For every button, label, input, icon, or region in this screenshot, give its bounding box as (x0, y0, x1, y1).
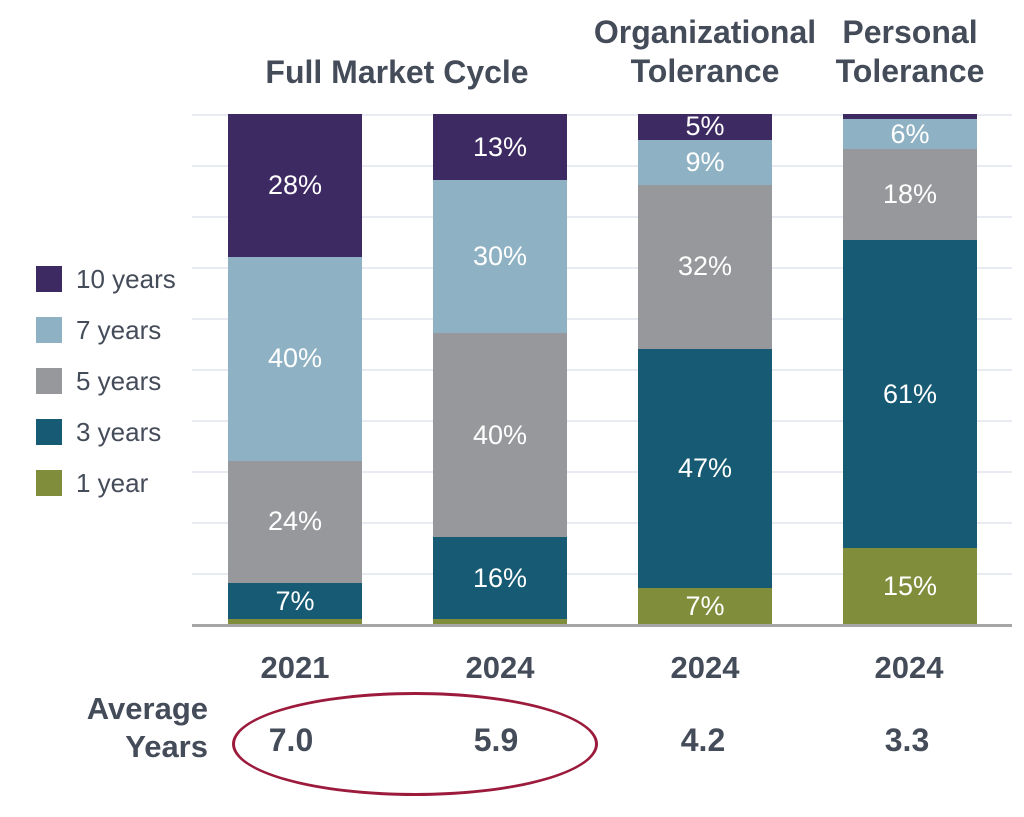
legend-item-10-years: 10 years (36, 263, 206, 294)
stacked-bar-2-2024: 13% 30% 40% 16% (433, 114, 567, 624)
x-axis-label-4: 2024 (874, 650, 944, 685)
legend-label: 7 years (76, 314, 162, 345)
segment-value-label: 28% (267, 169, 323, 200)
legend-label: 5 years (76, 365, 162, 396)
segment-10-years: 5% (638, 111, 772, 142)
legend-swatch-3-years (36, 419, 62, 445)
group-title-line2: Tolerance (630, 53, 780, 89)
plot-area: 28% 40% 24% 7% 13% 30% 40% 16% 5% 9% 32% 47% 7% 6% 18%… (192, 111, 1012, 627)
average-years-line1: Average (86, 691, 208, 726)
legend-item-5-years: 5 years (36, 365, 206, 396)
legend-swatch-10-years (36, 266, 62, 292)
group-title-line1: Organizational (593, 14, 817, 50)
legend: 10 years 7 years 5 years 3 years 1 year (36, 263, 206, 521)
segment-value-label: 7% (685, 590, 725, 621)
legend-item-1-year: 1 year (36, 467, 206, 498)
x-axis-label-2: 2024 (465, 650, 535, 685)
average-years-line2: Years (125, 729, 208, 764)
segment-value-label: 24% (267, 506, 323, 537)
segment-value-label: 9% (685, 146, 725, 177)
segment-value-label: 13% (472, 131, 528, 162)
segment-5-years: 24% (228, 460, 362, 584)
legend-label: 3 years (76, 416, 162, 447)
segment-value-label: 47% (677, 452, 733, 483)
segment-value-label: 16% (472, 562, 528, 593)
legend-swatch-1-year (36, 470, 62, 496)
legend-item-7-years: 7 years (36, 314, 206, 345)
segment-value-label: 5% (685, 111, 725, 142)
segment-1-year: 7% (638, 588, 772, 624)
segment-10-years: 13% (433, 114, 567, 181)
x-axis-label-1: 2021 (260, 650, 330, 685)
group-title-full-market-cycle: Full Market Cycle (192, 53, 602, 92)
segment-7-years: 30% (433, 180, 567, 334)
group-title-text: Full Market Cycle (265, 54, 529, 90)
segment-5-years: 18% (843, 149, 977, 241)
legend-label: 10 years (76, 263, 176, 294)
stacked-bar-3-2024: 5% 9% 32% 47% 7% (638, 111, 772, 624)
stacked-bar-4-2024: 6% 18% 61% 15% (843, 114, 977, 624)
stacked-bar-1-2021: 28% 40% 24% 7% (228, 114, 362, 624)
segment-value-label: 18% (882, 179, 938, 210)
group-title-line1: Personal (842, 14, 978, 50)
average-years-row-header: Average Years (40, 690, 208, 766)
segment-value-label: 30% (472, 241, 528, 272)
segment-1-year (433, 618, 567, 624)
segment-1-year (228, 618, 362, 624)
group-title-line2: Tolerance (835, 53, 985, 89)
legend-swatch-5-years (36, 368, 62, 394)
segment-value-label: 6% (890, 118, 930, 149)
segment-1-year: 15% (843, 548, 977, 624)
segment-3-years: 7% (228, 583, 362, 619)
legend-item-3-years: 3 years (36, 416, 206, 447)
segment-5-years: 32% (638, 185, 772, 349)
group-title-organizational-tolerance: Organizational Tolerance (586, 13, 824, 91)
segment-3-years: 16% (433, 537, 567, 619)
segment-value-label: 15% (882, 570, 938, 601)
group-title-personal-tolerance: Personal Tolerance (798, 13, 1022, 91)
segment-10-years: 28% (228, 114, 362, 257)
highlight-ellipse-annotation (232, 692, 598, 796)
average-years-value-3: 4.2 (680, 722, 726, 758)
segment-7-years: 9% (638, 139, 772, 186)
segment-value-label: 7% (275, 585, 315, 616)
x-axis-label-3: 2024 (670, 650, 740, 685)
segment-5-years: 40% (433, 333, 567, 538)
average-years-value-4: 3.3 (884, 722, 930, 758)
segment-value-label: 32% (677, 251, 733, 282)
segment-3-years: 61% (843, 240, 977, 549)
segment-value-label: 61% (882, 378, 938, 409)
segment-10-years (843, 114, 977, 120)
segment-7-years: 40% (228, 256, 362, 461)
segment-value-label: 40% (472, 419, 528, 450)
segment-3-years: 47% (638, 348, 772, 589)
legend-label: 1 year (76, 467, 149, 498)
segment-value-label: 40% (267, 343, 323, 374)
segment-7-years: 6% (843, 118, 977, 150)
legend-swatch-7-years (36, 317, 62, 343)
